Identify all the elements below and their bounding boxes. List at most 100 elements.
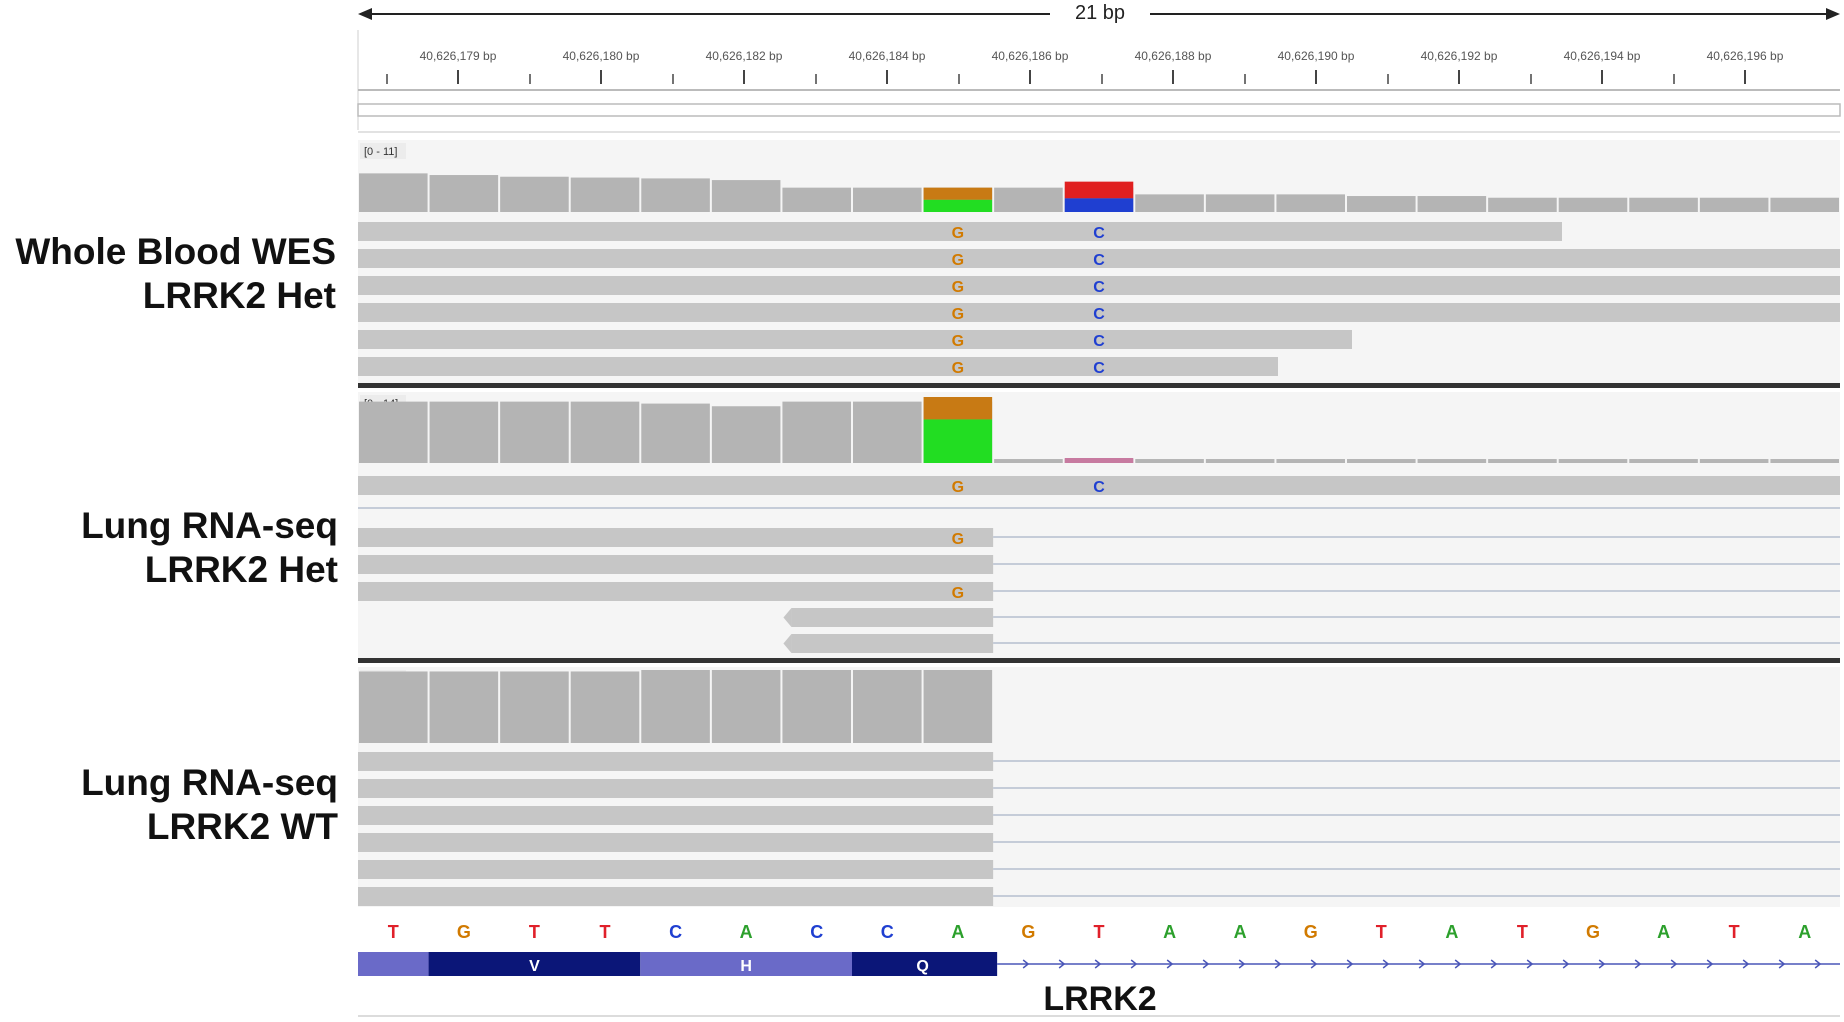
read-mismatch-base: G bbox=[952, 306, 964, 323]
read-mismatch-base: C bbox=[1093, 479, 1105, 496]
rna-het-read bbox=[358, 476, 1840, 495]
read-mismatch-base: C bbox=[1093, 333, 1105, 350]
rna-wt-split-read bbox=[358, 806, 994, 825]
rna-het-split-read bbox=[358, 582, 994, 601]
read-mismatch-base: G bbox=[952, 479, 964, 496]
gene-strand-arrow bbox=[1022, 959, 1030, 969]
wes-coverage-bar bbox=[1276, 194, 1345, 212]
gene-strand-arrow bbox=[1526, 959, 1534, 969]
wes-read bbox=[358, 222, 1562, 241]
gene-strand-arrow bbox=[1202, 959, 1210, 969]
wes-coverage-bar bbox=[1205, 194, 1275, 212]
reference-base: T bbox=[1729, 922, 1740, 942]
rna-wt-split-read bbox=[358, 779, 994, 798]
wes-coverage-bar bbox=[1699, 197, 1769, 212]
rna-het-allele-G-bar bbox=[923, 397, 993, 420]
gene-strand-arrow bbox=[1562, 959, 1570, 969]
wes-coverage-bar bbox=[1629, 197, 1698, 212]
gene-strand-arrow bbox=[1310, 959, 1318, 969]
gene-strand-arrow bbox=[1130, 959, 1138, 969]
wes-allele-C-bar bbox=[1064, 198, 1134, 212]
rna-wt-split-read bbox=[358, 887, 994, 906]
wes-allele-T-bar bbox=[1064, 181, 1134, 199]
rna-wt-split-read bbox=[358, 752, 994, 771]
read-mismatch-base: G bbox=[952, 333, 964, 350]
reference-base: A bbox=[951, 922, 964, 942]
rna-wt-split-read bbox=[358, 860, 994, 879]
wes-read bbox=[358, 249, 1840, 268]
rna-het-allele-mini-bar bbox=[1064, 458, 1134, 463]
read-mismatch-base: G bbox=[952, 531, 964, 548]
gene-strand-arrow bbox=[1634, 959, 1642, 969]
rna-het-coverage-bar bbox=[1347, 459, 1416, 463]
wes-coverage-bar bbox=[429, 175, 499, 212]
rna-het-coverage-bar bbox=[1205, 459, 1275, 463]
rna-het-coverage-bar bbox=[429, 401, 499, 463]
rna-wt-coverage-bar bbox=[359, 671, 428, 743]
read-mismatch-base: G bbox=[952, 225, 964, 242]
rna-het-allele-A-bar bbox=[923, 419, 993, 463]
gene-codon-V bbox=[428, 952, 641, 976]
amino-acid-label: H bbox=[740, 958, 752, 975]
rna-wt-coverage-bar bbox=[429, 671, 499, 743]
ruler-tick-label: 40,626,180 bp bbox=[563, 49, 640, 63]
rna-het-coverage-bar bbox=[1276, 459, 1345, 463]
rna-het-coverage-bar bbox=[500, 401, 569, 463]
gene-strand-arrow bbox=[1490, 959, 1498, 969]
wes-coverage-bar bbox=[853, 187, 922, 212]
track-separator bbox=[358, 658, 1840, 663]
ruler-tick-label: 40,626,194 bp bbox=[1564, 49, 1641, 63]
wes-coverage-bar bbox=[782, 187, 851, 212]
gene-codon-Q bbox=[852, 952, 998, 976]
rna-wt-coverage-bar bbox=[570, 671, 640, 743]
gene-strand-arrow bbox=[1706, 959, 1714, 969]
rna-het-coverage-bar bbox=[641, 403, 710, 463]
gene-strand-arrow bbox=[1346, 959, 1354, 969]
scale-arrow-right bbox=[1826, 8, 1840, 20]
rna-het-coverage-bar bbox=[1558, 459, 1628, 463]
rna-wt-coverage-bar bbox=[853, 670, 922, 743]
reference-base: G bbox=[457, 922, 471, 942]
wes-read bbox=[358, 330, 1352, 349]
reference-base: G bbox=[1586, 922, 1600, 942]
wes-read bbox=[358, 357, 1278, 376]
wes-coverage-bar bbox=[1417, 196, 1487, 212]
rna-het-coverage-bar bbox=[782, 401, 851, 463]
gene-strand-arrow bbox=[1814, 959, 1822, 969]
ruler-tick-label: 40,626,179 bp bbox=[420, 49, 497, 63]
ruler-tick-label: 40,626,188 bp bbox=[1135, 49, 1212, 63]
wes-allele-A-bar bbox=[923, 199, 993, 212]
read-strand-arrow bbox=[783, 608, 792, 627]
gene-strand-arrow bbox=[1166, 959, 1174, 969]
gene-codon-H bbox=[640, 952, 852, 976]
track-label-line2: LRRK2 Het bbox=[144, 549, 338, 590]
reference-base: T bbox=[600, 922, 611, 942]
gene-strand-arrow bbox=[1058, 959, 1066, 969]
rna-het-coverage-bar bbox=[853, 401, 922, 463]
data-range-label: [0 - 11] bbox=[364, 146, 397, 158]
amino-acid-label: Q bbox=[916, 958, 928, 975]
gene-strand-arrow bbox=[1742, 959, 1750, 969]
rna-wt-coverage-bar bbox=[711, 670, 781, 743]
read-mismatch-base: G bbox=[952, 252, 964, 269]
data-range-bg bbox=[360, 143, 406, 159]
wes-coverage-bar bbox=[1558, 197, 1628, 212]
reference-base: T bbox=[1376, 922, 1387, 942]
track-label-line1: Lung RNA-seq bbox=[81, 762, 338, 803]
read-strand-arrow bbox=[783, 634, 792, 653]
rna-het-coverage-bar bbox=[1417, 459, 1487, 463]
rna-het-coverage-bar bbox=[711, 406, 781, 463]
reference-base: T bbox=[1517, 922, 1528, 942]
wes-read bbox=[358, 303, 1840, 322]
gene-strand-arrow bbox=[1454, 959, 1462, 969]
reference-base: G bbox=[1304, 922, 1318, 942]
gene-strand-arrow bbox=[1418, 959, 1426, 969]
read-mismatch-base: G bbox=[952, 279, 964, 296]
gene-strand-arrow bbox=[1598, 959, 1606, 969]
reference-base: A bbox=[1163, 922, 1176, 942]
wes-coverage-bar bbox=[1347, 196, 1416, 212]
reference-base: C bbox=[810, 922, 823, 942]
track-label-line2: LRRK2 Het bbox=[142, 275, 336, 316]
